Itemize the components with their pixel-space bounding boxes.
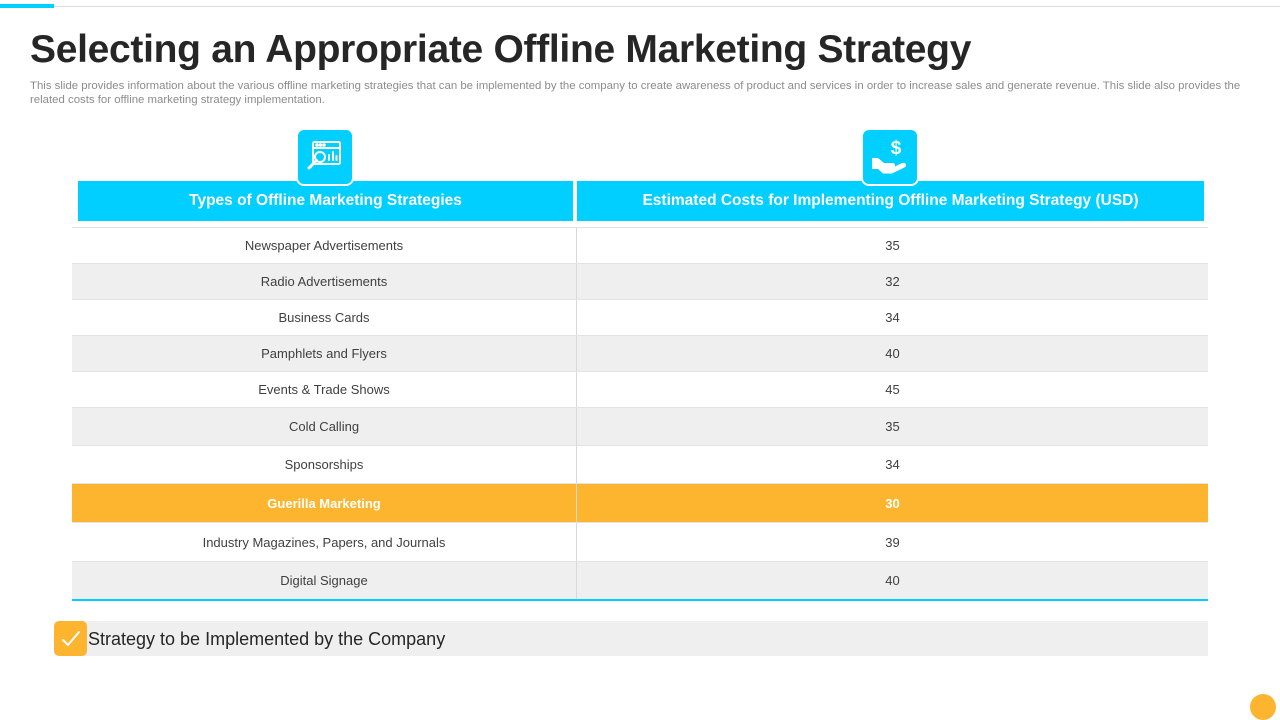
table-row: Events & Trade Shows 45: [72, 372, 1208, 408]
top-divider: [0, 6, 1280, 7]
strategy-cost-table: Newspaper Advertisements 35 Radio Advert…: [72, 227, 1208, 601]
page-title: Selecting an Appropriate Offline Marketi…: [30, 28, 972, 71]
legend-text: Strategy to be Implemented by the Compan…: [88, 629, 446, 649]
strategy-cell: Business Cards: [72, 300, 577, 335]
strategy-cell: Events & Trade Shows: [72, 372, 577, 407]
table-row: Newspaper Advertisements 35: [72, 228, 1208, 264]
table-row: Pamphlets and Flyers 40: [72, 336, 1208, 372]
cost-cell: 34: [885, 310, 900, 325]
web-analytics-search-icon: [296, 128, 354, 186]
strategy-cell: Newspaper Advertisements: [72, 228, 577, 263]
checkmark-icon: [54, 621, 87, 656]
header-strategies: Types of Offline Marketing Strategies: [78, 181, 573, 221]
strategy-cell: Industry Magazines, Papers, and Journals: [72, 523, 577, 561]
svg-text:$: $: [891, 138, 902, 159]
table-row: Digital Signage 40: [72, 562, 1208, 601]
strategy-cell: Digital Signage: [72, 562, 577, 599]
table-row: Industry Magazines, Papers, and Journals…: [72, 523, 1208, 562]
table-row-highlighted: Guerilla Marketing 30: [72, 484, 1208, 523]
table-row: Radio Advertisements 32: [72, 264, 1208, 300]
top-accent-bar: [0, 4, 54, 8]
strategy-cell: Pamphlets and Flyers: [72, 336, 577, 371]
cost-cell: 40: [885, 346, 900, 361]
table-row: Sponsorships 34: [72, 446, 1208, 484]
page-subtitle: This slide provides information about th…: [30, 80, 1241, 106]
cost-cell: 35: [885, 419, 900, 434]
strategy-cell: Sponsorships: [72, 446, 577, 483]
cost-cell: 35: [885, 238, 900, 253]
cost-cell: 45: [885, 382, 900, 397]
cost-cell: 32: [885, 274, 900, 289]
legend-bar: [72, 621, 1208, 656]
header-costs: Estimated Costs for Implementing Offline…: [577, 181, 1204, 221]
strategy-cell: Radio Advertisements: [72, 264, 577, 299]
cost-cell: 39: [885, 534, 900, 550]
table-row: Cold Calling 35: [72, 408, 1208, 446]
strategy-cell: Cold Calling: [72, 408, 577, 445]
hand-dollar-icon: $: [861, 128, 919, 186]
cost-cell: 34: [885, 457, 900, 472]
cost-cell: 30: [885, 495, 900, 511]
strategy-cell: Guerilla Marketing: [72, 484, 577, 522]
corner-decoration: [1250, 694, 1276, 720]
table-row: Business Cards 34: [72, 300, 1208, 336]
cost-cell: 40: [885, 573, 900, 588]
